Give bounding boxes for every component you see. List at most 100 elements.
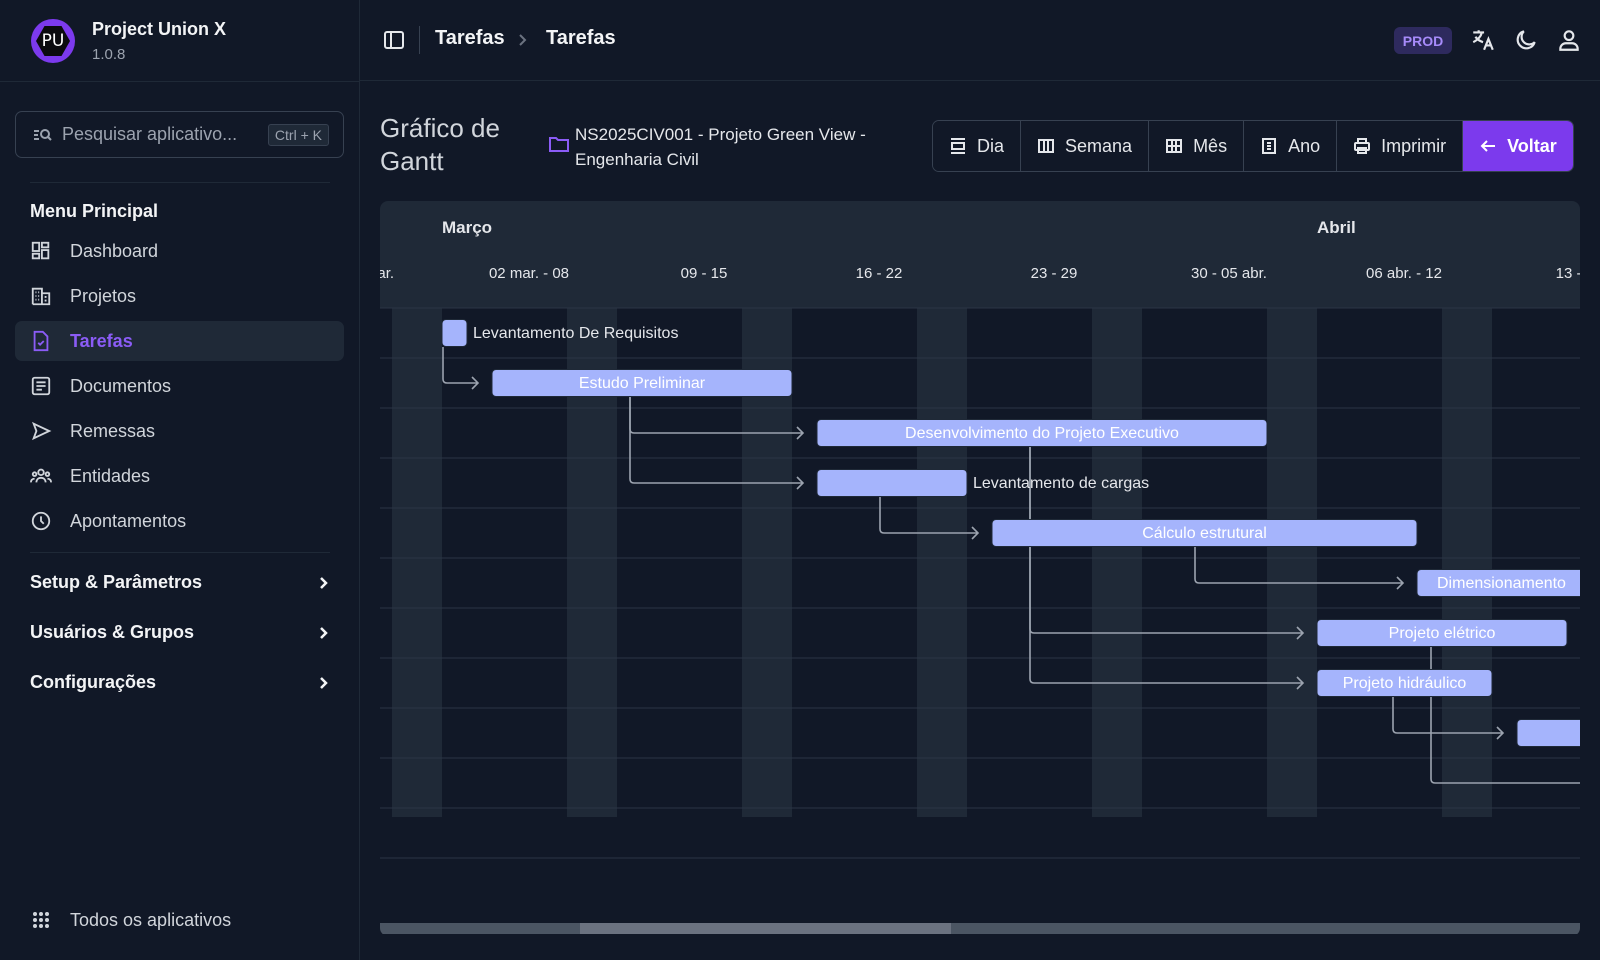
back-label: Voltar (1507, 135, 1557, 156)
sidebar-group-label: Setup & Parâmetros (30, 572, 203, 592)
view-year-label: Ano (1288, 135, 1321, 156)
search-icon (34, 128, 52, 141)
task-bar (1516, 719, 1580, 747)
dependency-arrow (1430, 647, 1580, 784)
view-day-label: Dia (977, 135, 1005, 156)
sidebar-group[interactable]: Configurações (30, 672, 330, 693)
task-bar (491, 369, 793, 397)
sidebar-item-entidades[interactable]: Entidades (15, 456, 344, 496)
sidebar-item-label: Dashboard (70, 240, 159, 261)
week-label: 23 - 29 (1031, 265, 1078, 282)
print-button[interactable]: Imprimir (1337, 121, 1464, 171)
print-label: Imprimir (1381, 135, 1447, 156)
breadcrumb-item[interactable]: Tarefas (435, 27, 505, 49)
task-label: Cálculo estrutural (1142, 525, 1267, 542)
grid-icon (1166, 139, 1183, 153)
week-label: 16 - 22 (856, 265, 903, 282)
back-button[interactable]: Voltar (1463, 121, 1573, 171)
view-year-button[interactable]: Ano (1244, 121, 1338, 171)
sidebar-item-documentos[interactable]: Documentos (15, 366, 344, 406)
task-bar (991, 519, 1418, 547)
document-icon (31, 376, 51, 396)
sidebar-item-label: Documentos (70, 375, 172, 396)
task-bar (1316, 619, 1568, 647)
chevron-right-icon (320, 576, 328, 589)
sidebar-item-label: Remessas (70, 420, 156, 441)
search-input[interactable]: Pesquisar aplicativo... Ctrl + K (15, 111, 344, 158)
divider (30, 552, 330, 553)
weekend-band (1267, 308, 1317, 817)
task-bar (441, 319, 468, 347)
divider (30, 182, 330, 183)
task-bar (816, 419, 1268, 447)
user-icon[interactable] (1556, 27, 1582, 53)
task-bar (816, 469, 968, 497)
task-label: Desenvolvimento do Projeto Executivo (905, 425, 1179, 442)
weekend-band (1442, 308, 1492, 817)
clock-icon (31, 511, 51, 531)
building-icon (31, 287, 51, 306)
dependency-arrow (879, 497, 980, 540)
view-day-button[interactable]: Dia (933, 121, 1022, 171)
day-view-icon (951, 138, 965, 154)
week-label: 06 abr. - 12 (1366, 265, 1442, 282)
moon-icon[interactable] (1513, 27, 1539, 53)
sidebar-item-label: Tarefas (70, 330, 133, 351)
sidebar-group-label: Configurações (30, 672, 157, 692)
printer-icon (1354, 138, 1371, 154)
sidebar-group[interactable]: Setup & Parâmetros (30, 572, 330, 593)
app-logo: PU (31, 19, 75, 63)
sidebar-toggle-icon[interactable] (382, 28, 406, 52)
view-week-button[interactable]: Semana (1021, 121, 1150, 171)
breadcrumb-current: Tarefas (546, 27, 616, 49)
chevron-right-icon (320, 626, 328, 639)
sidebar-group-label: Usuários & Grupos (30, 622, 195, 642)
sidebar-item-tarefas[interactable]: Tarefas (15, 321, 344, 361)
sidebar-item-label: Apontamentos (70, 510, 187, 531)
weekend-band (1092, 308, 1142, 817)
dependency-arrow (1194, 547, 1405, 590)
send-icon (32, 421, 52, 441)
horizontal-scrollbar[interactable] (380, 923, 1580, 934)
view-month-button[interactable]: Mês (1149, 121, 1245, 171)
task-label: Projeto elétrico (1389, 625, 1496, 642)
dependency-arrow (1029, 447, 1305, 690)
task-label: Dimensionamento (1437, 575, 1566, 592)
task-label: Levantamento De Requisitos (473, 325, 678, 342)
week-label: 09 - 15 (681, 265, 728, 282)
arrow-left-icon (1480, 140, 1496, 152)
scrollbar-thumb[interactable] (580, 923, 951, 934)
sidebar-item-apontamentos[interactable]: Apontamentos (15, 501, 344, 541)
app-version: 1.0.8 (92, 46, 126, 63)
sidebar-group[interactable]: Usuários & Grupos (30, 622, 330, 643)
dashboard-icon (31, 241, 50, 260)
all-apps-button[interactable]: Todos os aplicativos (15, 900, 344, 940)
columns-icon (1038, 139, 1055, 153)
view-week-label: Semana (1065, 135, 1133, 156)
divider (0, 81, 360, 82)
env-badge: PROD (1394, 27, 1452, 54)
top-bar: Tarefas Tarefas PROD (360, 0, 1600, 81)
gantt-chart: Março Abril 23 - 01 mar. 02 mar. - 08 09 - 1… (380, 201, 1580, 936)
chevron-right-icon (519, 34, 527, 46)
task-label: Estudo Preliminar (579, 375, 706, 392)
dependency-arrow (442, 347, 480, 390)
sidebar-item-dashboard[interactable]: Dashboard (15, 231, 344, 271)
task-bar (1316, 669, 1493, 697)
dependency-arrow (629, 397, 805, 490)
sidebar-item-remessas[interactable]: Remessas (15, 411, 344, 451)
week-label: 02 mar. - 08 (489, 265, 569, 282)
task-label: Projeto hidráulico (1343, 675, 1467, 692)
users-icon (30, 468, 52, 483)
search-shortcut: Ctrl + K (267, 124, 329, 146)
task-bar (1416, 569, 1580, 597)
sidebar-item-label: Projetos (70, 285, 137, 306)
gantt-header (380, 201, 1580, 308)
sidebar-item-label: Entidades (70, 465, 151, 486)
weekend-band (392, 308, 442, 817)
sidebar-item-projetos[interactable]: Projetos (15, 276, 344, 316)
task-label: Levantamento de cargas (973, 475, 1149, 492)
page-title: Gráfico de Gantt (380, 113, 500, 176)
translate-icon[interactable] (1470, 27, 1496, 53)
gantt-svg: Março Abril 23 - 01 mar. 02 mar. - 08 09 - 1… (380, 201, 1580, 859)
